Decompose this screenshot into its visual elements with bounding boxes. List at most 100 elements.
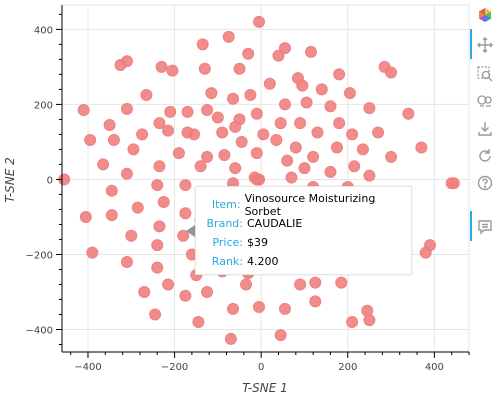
scatter-point[interactable] xyxy=(263,77,276,90)
scatter-point[interactable] xyxy=(257,128,270,141)
scatter-point[interactable] xyxy=(346,128,359,141)
wheel-zoom-icon[interactable] xyxy=(474,90,496,112)
scatter-point[interactable] xyxy=(296,79,309,92)
reset-icon[interactable] xyxy=(474,145,496,167)
scatter-point[interactable] xyxy=(164,105,177,118)
scatter-point[interactable] xyxy=(447,177,460,190)
scatter-point[interactable] xyxy=(201,104,214,117)
scatter-point[interactable] xyxy=(138,285,151,298)
scatter-point[interactable] xyxy=(157,195,170,208)
scatter-point[interactable] xyxy=(348,160,361,173)
scatter-point[interactable] xyxy=(315,83,328,96)
scatter-point[interactable] xyxy=(136,128,149,141)
scatter-point[interactable] xyxy=(372,126,385,139)
scatter-point[interactable] xyxy=(227,92,240,105)
scatter-point[interactable] xyxy=(179,207,192,220)
scatter-point[interactable] xyxy=(274,329,287,342)
scatter-point[interactable] xyxy=(216,126,229,139)
scatter-point[interactable] xyxy=(272,49,285,62)
scatter-point[interactable] xyxy=(324,100,337,113)
scatter-point[interactable] xyxy=(224,332,237,345)
scatter-point[interactable] xyxy=(309,295,322,308)
scatter-point[interactable] xyxy=(131,201,144,214)
scatter-point[interactable] xyxy=(415,141,428,154)
scatter-point[interactable] xyxy=(250,107,263,120)
scatter-point[interactable] xyxy=(166,64,179,77)
scatter-point[interactable] xyxy=(278,42,291,55)
scatter-point[interactable] xyxy=(222,30,235,43)
scatter-point[interactable] xyxy=(153,117,166,130)
scatter-point[interactable] xyxy=(198,62,211,75)
scatter-point[interactable] xyxy=(253,15,266,28)
scatter-point[interactable] xyxy=(233,113,246,126)
hover-icon[interactable] xyxy=(474,216,496,238)
scatter-point[interactable] xyxy=(181,105,194,118)
scatter-point[interactable] xyxy=(103,119,116,132)
scatter-point[interactable] xyxy=(153,220,166,233)
scatter-point[interactable] xyxy=(97,158,110,171)
scatter-point[interactable] xyxy=(151,261,164,274)
scatter-point[interactable] xyxy=(363,102,376,115)
scatter-point[interactable] xyxy=(151,179,164,192)
scatter-point[interactable] xyxy=(278,302,291,315)
scatter-point[interactable] xyxy=(227,302,240,315)
scatter-point[interactable] xyxy=(333,68,346,81)
scatter-point[interactable] xyxy=(242,47,255,60)
scatter-point[interactable] xyxy=(105,184,118,197)
scatter-point[interactable] xyxy=(120,102,133,115)
scatter-point[interactable] xyxy=(172,147,185,160)
scatter-point[interactable] xyxy=(335,276,348,289)
scatter-point[interactable] xyxy=(285,171,298,184)
scatter-point[interactable] xyxy=(289,141,302,154)
scatter-point[interactable] xyxy=(201,285,214,298)
scatter-point[interactable] xyxy=(300,96,313,109)
scatter-point[interactable] xyxy=(151,239,164,252)
scatter-point[interactable] xyxy=(294,278,307,291)
scatter-point[interactable] xyxy=(120,167,133,180)
scatter-point[interactable] xyxy=(419,246,432,259)
scatter-point[interactable] xyxy=(86,246,99,259)
scatter-point[interactable] xyxy=(281,154,294,167)
scatter-point[interactable] xyxy=(120,55,133,68)
scatter-point[interactable] xyxy=(250,147,263,160)
help-icon[interactable] xyxy=(474,172,496,194)
scatter-point[interactable] xyxy=(330,141,343,154)
scatter-point[interactable] xyxy=(79,210,92,223)
scatter-point[interactable] xyxy=(162,278,175,291)
scatter-point[interactable] xyxy=(205,87,218,100)
scatter-point[interactable] xyxy=(127,143,140,156)
scatter-point[interactable] xyxy=(324,165,337,178)
scatter-point[interactable] xyxy=(140,89,153,102)
scatter-point[interactable] xyxy=(77,104,90,117)
scatter-point[interactable] xyxy=(84,134,97,147)
scatter-point[interactable] xyxy=(196,38,209,51)
scatter-point[interactable] xyxy=(162,124,175,137)
scatter-point[interactable] xyxy=(244,89,257,102)
scatter-point[interactable] xyxy=(125,229,138,242)
scatter-point[interactable] xyxy=(385,150,398,163)
scatter-point[interactable] xyxy=(309,276,322,289)
scatter-point[interactable] xyxy=(250,173,263,186)
scatter-point[interactable] xyxy=(240,278,253,291)
scatter-point[interactable] xyxy=(333,117,346,130)
scatter-point[interactable] xyxy=(385,66,398,79)
scatter-point[interactable] xyxy=(194,160,207,173)
scatter-point[interactable] xyxy=(179,179,192,192)
box-zoom-icon[interactable] xyxy=(474,63,496,85)
scatter-point[interactable] xyxy=(298,162,311,175)
scatter-point[interactable] xyxy=(274,117,287,130)
scatter-point[interactable] xyxy=(153,160,166,173)
save-icon[interactable] xyxy=(474,118,496,140)
scatter-point[interactable] xyxy=(253,300,266,313)
scatter-point[interactable] xyxy=(155,60,168,73)
scatter-point[interactable] xyxy=(105,209,118,222)
scatter-point[interactable] xyxy=(294,117,307,130)
scatter-point[interactable] xyxy=(192,315,205,328)
scatter-point[interactable] xyxy=(363,314,376,327)
scatter-point[interactable] xyxy=(149,308,162,321)
scatter-point[interactable] xyxy=(218,149,231,162)
scatter-point[interactable] xyxy=(229,162,242,175)
scatter-point[interactable] xyxy=(356,143,369,156)
scatter-point[interactable] xyxy=(233,62,246,75)
